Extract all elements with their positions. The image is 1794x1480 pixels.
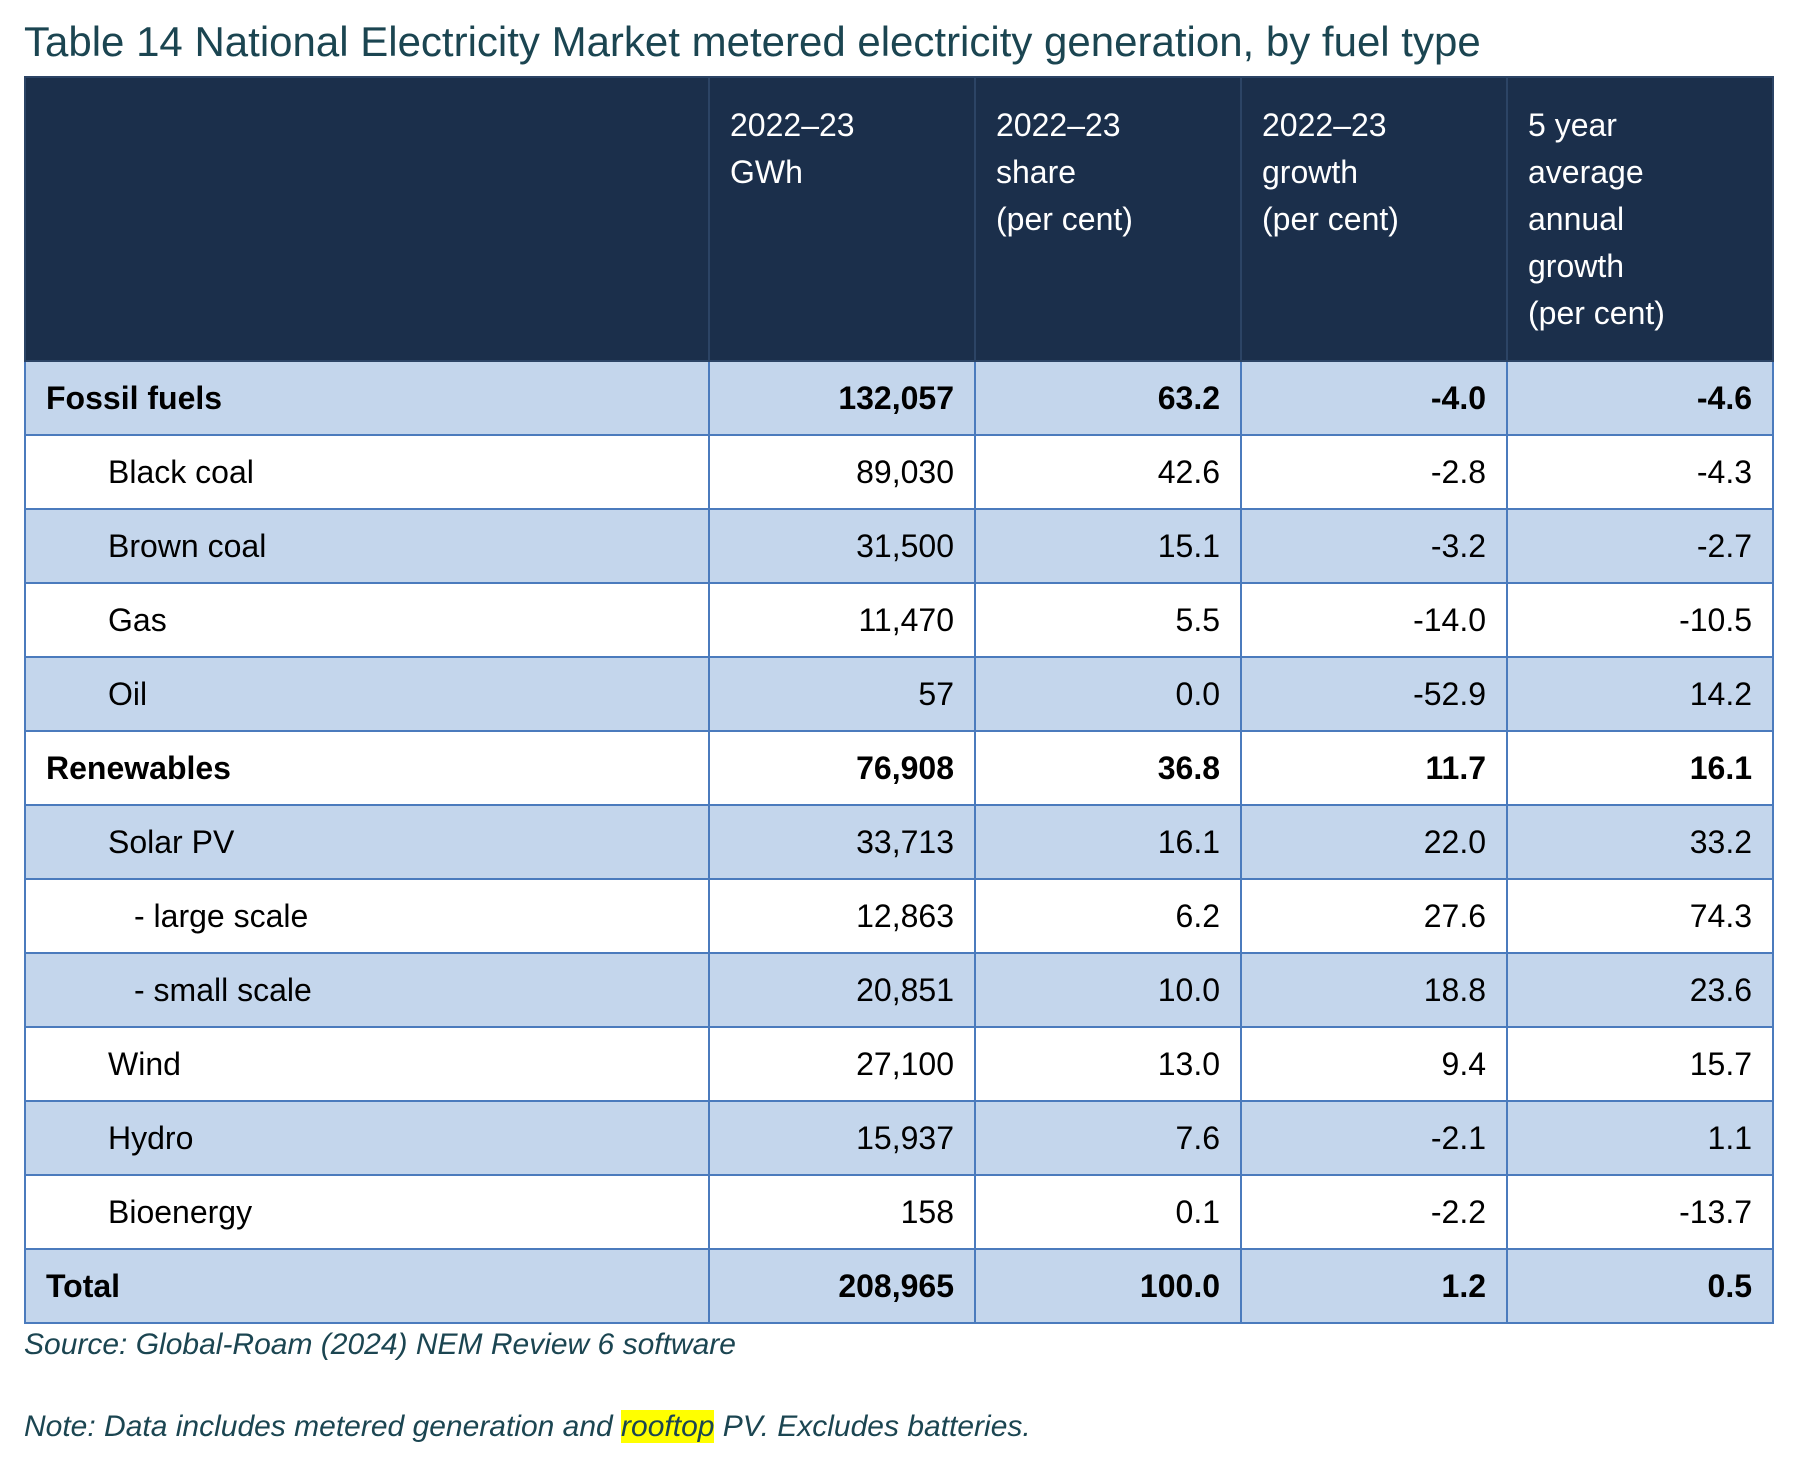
cell-growth: 11.7 (1240, 730, 1508, 806)
cell-gwh: 132,057 (708, 360, 976, 436)
cell-share: 42.6 (974, 434, 1242, 510)
cell-gwh: 20,851 (708, 952, 976, 1028)
cell-share: 15.1 (974, 508, 1242, 584)
table-row: Renewables 76,908 36.8 11.7 16.1 (24, 730, 1774, 806)
cell-share: 36.8 (974, 730, 1242, 806)
cell-share: 63.2 (974, 360, 1242, 436)
cell-5yr-growth: 16.1 (1506, 730, 1774, 806)
cell-growth: -3.2 (1240, 508, 1508, 584)
cell-5yr-growth: 1.1 (1506, 1100, 1774, 1176)
table-row: Wind 27,100 13.0 9.4 15.7 (24, 1026, 1774, 1102)
cell-5yr-growth: -4.6 (1506, 360, 1774, 436)
row-label: Gas (24, 582, 710, 658)
cell-5yr-growth: 33.2 (1506, 804, 1774, 880)
row-label: Fossil fuels (24, 360, 710, 436)
cell-gwh: 15,937 (708, 1100, 976, 1176)
row-label: Solar PV (24, 804, 710, 880)
table-row: Oil 57 0.0 -52.9 14.2 (24, 656, 1774, 732)
cell-gwh: 57 (708, 656, 976, 732)
cell-5yr-growth: 23.6 (1506, 952, 1774, 1028)
row-label: Total (24, 1248, 710, 1324)
cell-share: 16.1 (974, 804, 1242, 880)
cell-growth: 18.8 (1240, 952, 1508, 1028)
cell-gwh: 76,908 (708, 730, 976, 806)
header-growth: 2022–23 growth (per cent) (1240, 76, 1508, 362)
row-label: Black coal (24, 434, 710, 510)
cell-gwh: 208,965 (708, 1248, 976, 1324)
cell-5yr-growth: -4.3 (1506, 434, 1774, 510)
table-row: - small scale 20,851 10.0 18.8 23.6 (24, 952, 1774, 1028)
row-label: - small scale (24, 952, 710, 1028)
cell-5yr-growth: 15.7 (1506, 1026, 1774, 1102)
cell-5yr-growth: -13.7 (1506, 1174, 1774, 1250)
table-title: Table 14 National Electricity Market met… (24, 18, 1481, 65)
cell-share: 7.6 (974, 1100, 1242, 1176)
cell-5yr-growth: 14.2 (1506, 656, 1774, 732)
cell-5yr-growth: -10.5 (1506, 582, 1774, 658)
table-row: Fossil fuels 132,057 63.2 -4.0 -4.6 (24, 360, 1774, 436)
row-label: - large scale (24, 878, 710, 954)
cell-share: 13.0 (974, 1026, 1242, 1102)
cell-share: 100.0 (974, 1248, 1242, 1324)
cell-5yr-growth: -2.7 (1506, 508, 1774, 584)
cell-growth: 27.6 (1240, 878, 1508, 954)
table-row: - large scale 12,863 6.2 27.6 74.3 (24, 878, 1774, 954)
cell-share: 0.1 (974, 1174, 1242, 1250)
table-row: Solar PV 33,713 16.1 22.0 33.2 (24, 804, 1774, 880)
table-row: Gas 11,470 5.5 -14.0 -10.5 (24, 582, 1774, 658)
cell-gwh: 11,470 (708, 582, 976, 658)
cell-5yr-growth: 0.5 (1506, 1248, 1774, 1324)
row-label: Wind (24, 1026, 710, 1102)
footnote: Note: Data includes metered generation a… (24, 1410, 1031, 1444)
footnote-text-before: Note: Data includes metered generation a… (24, 1410, 622, 1443)
row-label: Renewables (24, 730, 710, 806)
cell-gwh: 31,500 (708, 508, 976, 584)
cell-gwh: 89,030 (708, 434, 976, 510)
row-label: Oil (24, 656, 710, 732)
cell-share: 0.0 (974, 656, 1242, 732)
header-row: 2022–23 GWh 2022–23 share (per cent) 202… (24, 76, 1774, 362)
header-5yr-growth: 5 year average annual growth (per cent) (1506, 76, 1774, 362)
table-row: Bioenergy 158 0.1 -2.2 -13.7 (24, 1174, 1774, 1250)
cell-gwh: 27,100 (708, 1026, 976, 1102)
row-label: Bioenergy (24, 1174, 710, 1250)
generation-table: 2022–23 GWh 2022–23 share (per cent) 202… (24, 76, 1774, 1324)
cell-growth: -2.1 (1240, 1100, 1508, 1176)
cell-growth: -14.0 (1240, 582, 1508, 658)
source-note: Source: Global-Roam (2024) NEM Review 6 … (24, 1328, 736, 1361)
header-gwh: 2022–23 GWh (708, 76, 976, 362)
cell-gwh: 33,713 (708, 804, 976, 880)
cell-growth: 1.2 (1240, 1248, 1508, 1324)
table-row: Brown coal 31,500 15.1 -3.2 -2.7 (24, 508, 1774, 584)
cell-growth: -52.9 (1240, 656, 1508, 732)
table-row: Black coal 89,030 42.6 -2.8 -4.3 (24, 434, 1774, 510)
cell-share: 5.5 (974, 582, 1242, 658)
cell-share: 6.2 (974, 878, 1242, 954)
cell-gwh: 158 (708, 1174, 976, 1250)
row-label: Brown coal (24, 508, 710, 584)
cell-growth: 9.4 (1240, 1026, 1508, 1102)
table-row: Total 208,965 100.0 1.2 0.5 (24, 1248, 1774, 1324)
cell-growth: 22.0 (1240, 804, 1508, 880)
footnote-text-after: PV. Excludes batteries. (714, 1410, 1031, 1443)
cell-growth: -2.2 (1240, 1174, 1508, 1250)
table-row: Hydro 15,937 7.6 -2.1 1.1 (24, 1100, 1774, 1176)
row-label: Hydro (24, 1100, 710, 1176)
header-label (24, 76, 710, 362)
cell-growth: -4.0 (1240, 360, 1508, 436)
cell-growth: -2.8 (1240, 434, 1508, 510)
header-share: 2022–23 share (per cent) (974, 76, 1242, 362)
cell-share: 10.0 (974, 952, 1242, 1028)
highlighted-word: rooftop (621, 1410, 715, 1443)
cell-gwh: 12,863 (708, 878, 976, 954)
cell-5yr-growth: 74.3 (1506, 878, 1774, 954)
